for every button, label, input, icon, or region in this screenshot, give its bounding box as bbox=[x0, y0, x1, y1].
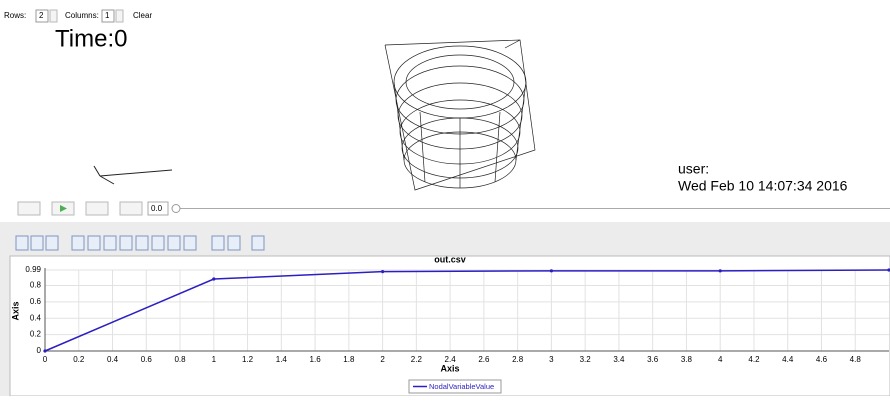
x-tick-label: 3 bbox=[549, 355, 554, 364]
data-point bbox=[719, 269, 722, 272]
tool-button[interactable] bbox=[152, 236, 164, 250]
tool-button[interactable] bbox=[252, 236, 264, 250]
data-point bbox=[550, 269, 553, 272]
x-tick-label: 1.2 bbox=[242, 355, 254, 364]
data-point bbox=[381, 270, 384, 273]
y-tick-label: 0.4 bbox=[30, 313, 42, 322]
tool-button[interactable] bbox=[31, 236, 43, 250]
columns-label: Columns: bbox=[65, 11, 99, 20]
tool-button[interactable] bbox=[46, 236, 58, 250]
user-text: user: bbox=[678, 161, 709, 177]
tool-button[interactable] bbox=[184, 236, 196, 250]
back-button[interactable] bbox=[18, 202, 40, 215]
x-tick-label: 1 bbox=[212, 355, 217, 364]
slider-handle[interactable] bbox=[172, 205, 180, 213]
y-tick-label: 0.99 bbox=[25, 265, 41, 274]
x-tick-label: 3.6 bbox=[647, 355, 659, 364]
x-tick-label: 2.8 bbox=[512, 355, 524, 364]
rows-value: 2 bbox=[39, 11, 44, 20]
tool-button[interactable] bbox=[228, 236, 240, 250]
columns-spinner[interactable] bbox=[116, 10, 123, 22]
x-tick-label: 0 bbox=[43, 355, 48, 364]
time-text: Time:0 bbox=[55, 25, 127, 52]
app: Rows: 2 Columns: 1 Clear Time:0 user: We… bbox=[0, 0, 890, 396]
rows-spinner[interactable] bbox=[50, 10, 57, 22]
x-tick-label: 4 bbox=[718, 355, 723, 364]
y-tick-label: 0.2 bbox=[30, 330, 42, 339]
y-axis-label: Axis bbox=[10, 301, 20, 320]
x-tick-label: 1.4 bbox=[276, 355, 288, 364]
clear-button[interactable]: Clear bbox=[133, 11, 152, 20]
y-tick-label: 0.6 bbox=[30, 297, 42, 306]
columns-value: 1 bbox=[105, 11, 110, 20]
reload-button[interactable] bbox=[120, 202, 142, 215]
tool-button[interactable] bbox=[212, 236, 224, 250]
y-tick-label: 0 bbox=[37, 346, 42, 355]
x-tick-label: 2 bbox=[380, 355, 385, 364]
x-tick-label: 3.4 bbox=[613, 355, 625, 364]
tool-button[interactable] bbox=[120, 236, 132, 250]
tool-button[interactable] bbox=[136, 236, 148, 250]
x-tick-label: 3.2 bbox=[580, 355, 592, 364]
x-tick-label: 0.6 bbox=[141, 355, 153, 364]
forward-button[interactable] bbox=[86, 202, 108, 215]
chart-title: out.csv bbox=[434, 254, 466, 264]
tool-button[interactable] bbox=[16, 236, 28, 250]
x-tick-label: 1.6 bbox=[310, 355, 322, 364]
x-axis-label: Axis bbox=[440, 363, 459, 373]
date-text: Wed Feb 10 14:07:34 2016 bbox=[678, 178, 848, 194]
legend-label: NodalVariableValue bbox=[429, 382, 494, 391]
x-tick-label: 4.6 bbox=[816, 355, 828, 364]
x-tick-label: 4.2 bbox=[748, 355, 760, 364]
rows-label: Rows: bbox=[4, 11, 26, 20]
x-tick-label: 0.2 bbox=[73, 355, 85, 364]
time-value: 0.0 bbox=[151, 204, 163, 213]
page: Rows: 2 Columns: 1 Clear Time:0 user: We… bbox=[0, 0, 890, 396]
x-tick-label: 4.8 bbox=[850, 355, 862, 364]
x-tick-label: 0.8 bbox=[174, 355, 186, 364]
tool-button[interactable] bbox=[104, 236, 116, 250]
tool-button[interactable] bbox=[88, 236, 100, 250]
x-tick-label: 3.8 bbox=[681, 355, 693, 364]
x-tick-label: 1.8 bbox=[343, 355, 355, 364]
data-point bbox=[43, 349, 46, 352]
tool-button[interactable] bbox=[72, 236, 84, 250]
x-tick-label: 0.4 bbox=[107, 355, 119, 364]
x-tick-label: 2.4 bbox=[445, 355, 457, 364]
tool-button[interactable] bbox=[168, 236, 180, 250]
x-tick-label: 2.2 bbox=[411, 355, 423, 364]
x-tick-label: 4.4 bbox=[782, 355, 794, 364]
x-tick-label: 2.6 bbox=[478, 355, 490, 364]
data-point bbox=[212, 277, 215, 280]
y-tick-label: 0.8 bbox=[30, 281, 42, 290]
